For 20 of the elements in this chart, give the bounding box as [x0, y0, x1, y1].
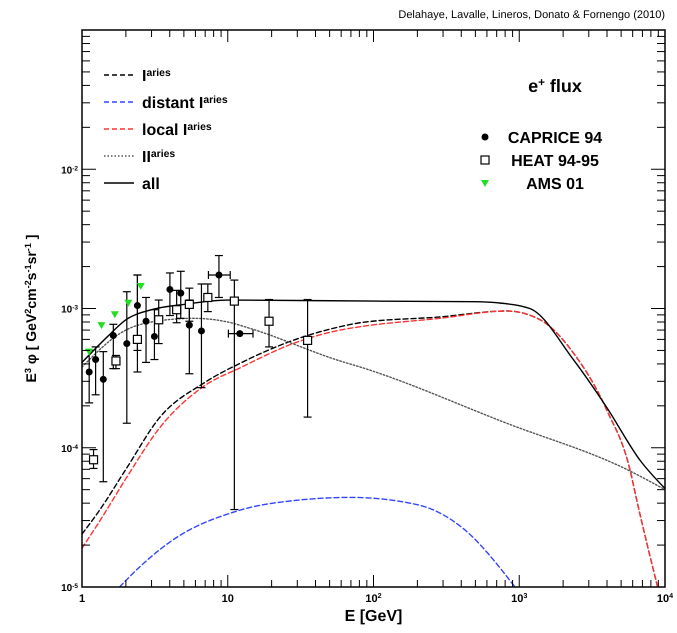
- legend-label: CAPRICE 94: [508, 130, 602, 147]
- y-tick-label: 10$^{-3}$: [61, 304, 78, 316]
- x-tick-label: 1: [78, 593, 86, 605]
- legend-label: distant I$^{aries}$: [142, 94, 228, 112]
- y-tick-label: 10$^{-4}$: [61, 443, 78, 455]
- y-tick-label: 10$^{-2}$: [61, 164, 78, 176]
- x-tick-label: 10$^{3}$: [511, 592, 528, 605]
- legend-label: II$^{aries}$: [142, 148, 176, 166]
- legend-label: all: [142, 176, 160, 193]
- x-axis-title: E [GeV]: [344, 608, 402, 625]
- legend-label: local I$^{aries}$: [142, 122, 212, 139]
- y-tick-label: 10$^{-5}$: [61, 582, 78, 594]
- x-tick-label: 10$^{4}$: [656, 592, 674, 605]
- legend-label: I$^{aries}$: [142, 68, 171, 85]
- legend-label: HEAT 94-95: [511, 153, 599, 170]
- legend-title: e$^{+}$ flux: [528, 76, 582, 96]
- legend-label: AMS 01: [526, 176, 584, 193]
- text: Delahaye, Lavalle, Lineros, Donato & Fornengo (2010): [398, 9, 665, 21]
- x-tick-label: 10: [222, 593, 234, 605]
- x-tick-label: 10$^{2}$: [365, 592, 382, 605]
